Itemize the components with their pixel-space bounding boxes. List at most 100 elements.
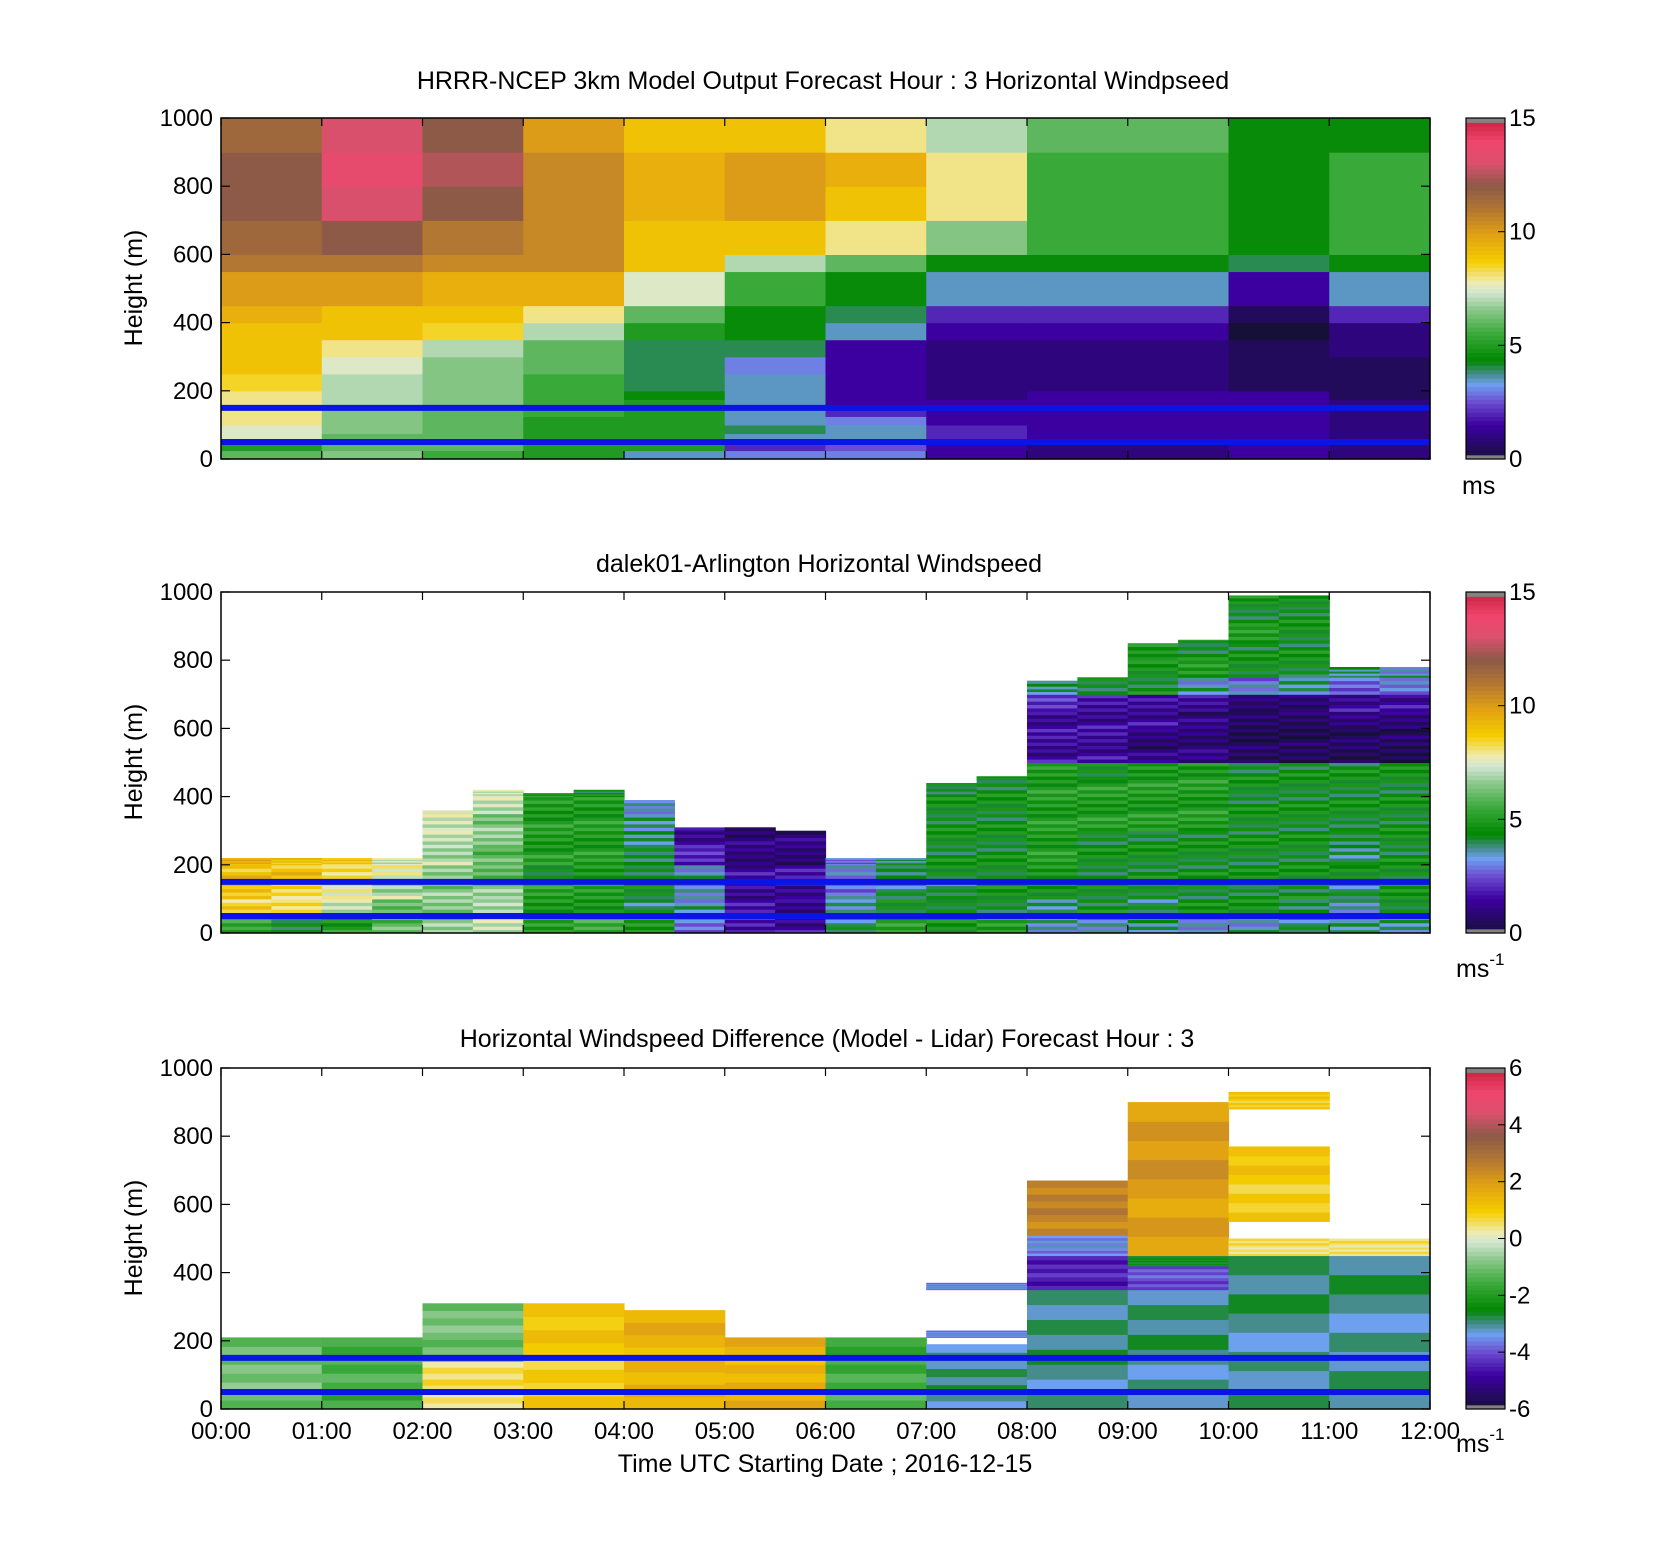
heatmap-cell — [523, 1303, 625, 1318]
heatmap-cell — [1379, 779, 1431, 784]
heatmap-cell — [1178, 673, 1230, 678]
heatmap-cell — [372, 864, 424, 869]
colorbar-segment — [1466, 1076, 1505, 1082]
heatmap-cell — [1228, 759, 1280, 763]
heatmap-cell — [775, 844, 827, 849]
heatmap-cell — [573, 827, 625, 832]
heatmap-cell — [1027, 1214, 1129, 1222]
heatmap-cell — [1228, 1174, 1330, 1185]
colorbar-segment — [1466, 1357, 1505, 1363]
heatmap-cell — [1329, 1242, 1431, 1246]
heatmap-cell — [422, 433, 524, 443]
heatmap-cell — [422, 1310, 524, 1319]
heatmap-cell — [926, 1360, 1028, 1370]
heatmap-cell — [1077, 745, 1129, 750]
heatmap-cell — [1077, 721, 1129, 726]
colorbar-segment — [1466, 1068, 1505, 1073]
heatmap-cell — [1027, 762, 1078, 767]
heatmap-cell — [825, 1382, 927, 1392]
heatmap-cell — [523, 373, 625, 392]
colorbar-segment — [1466, 424, 1505, 430]
heatmap-cell — [1127, 823, 1179, 828]
heatmap-cell — [1127, 854, 1179, 859]
colorbar-segment — [1466, 809, 1505, 815]
heatmap-cell — [926, 1333, 1028, 1336]
heatmap-cell — [724, 840, 776, 845]
heatmap-cell — [926, 926, 978, 931]
heatmap-cell — [674, 828, 726, 830]
heatmap-cell — [523, 844, 575, 849]
heatmap-cell — [775, 857, 827, 862]
heatmap-cell — [624, 254, 726, 273]
heatmap-cell — [523, 305, 625, 324]
heatmap-cell — [1027, 424, 1230, 435]
colorbar-segment — [1466, 907, 1505, 913]
y-tick-label: 600 — [173, 715, 213, 742]
heatmap-cell — [1379, 673, 1431, 676]
heatmap-cell — [1077, 868, 1129, 873]
heatmap-cell — [825, 895, 877, 900]
heatmap-cell — [926, 844, 978, 849]
heatmap-cell — [825, 288, 927, 307]
heatmap-cell — [523, 868, 575, 873]
heatmap-cell — [1178, 738, 1230, 743]
heatmap-cell — [1178, 745, 1230, 750]
heatmap-cell — [573, 885, 625, 890]
heatmap-cell — [1027, 776, 1078, 781]
heatmap-cell — [1077, 684, 1129, 688]
heatmap-cell — [724, 827, 776, 830]
heatmap-cell — [1278, 885, 1330, 890]
heatmap-cell — [1077, 830, 1129, 835]
heatmap-cell — [624, 1322, 726, 1336]
heatmap-cell — [1228, 1244, 1330, 1248]
heatmap-cell — [1228, 742, 1280, 746]
heatmap-cell — [422, 871, 474, 876]
heatmap-cell — [1077, 728, 1129, 733]
heatmap-cell — [1228, 1100, 1330, 1104]
heatmap-cell — [422, 441, 524, 452]
heatmap-cell — [1278, 854, 1330, 859]
heatmap-cell — [976, 888, 1028, 893]
panel-lidar: dalek01-Arlington Horizontal Windspeed 0… — [120, 550, 1536, 983]
colorbar-tick-label: 15 — [1509, 105, 1536, 132]
heatmap-cell — [724, 373, 827, 392]
heatmap-cell — [472, 922, 524, 927]
colorbar-segment — [1466, 758, 1505, 764]
heatmap-cell — [1077, 769, 1129, 774]
heatmap-cell — [1228, 1212, 1330, 1222]
heatmap-cell — [422, 868, 474, 873]
heatmap-cell — [1379, 820, 1431, 825]
heatmap-cell — [1027, 1255, 1129, 1261]
heatmap-cell — [1027, 1281, 1129, 1286]
colorbar-segment — [1466, 1272, 1505, 1278]
heatmap-cell — [523, 834, 575, 839]
heatmap-cell — [724, 929, 776, 934]
heatmap-cell — [976, 827, 1028, 832]
colorbar-segment — [1466, 177, 1505, 183]
colorbar-segment — [1466, 395, 1505, 400]
heatmap-cell — [926, 441, 1028, 452]
heatmap-cell — [775, 922, 827, 927]
heatmap-cell — [976, 868, 1028, 873]
heatmap-cell — [1228, 254, 1330, 273]
heatmap-cell — [1228, 810, 1280, 815]
heatmap-cell — [825, 905, 877, 910]
heatmap-cell — [523, 817, 575, 821]
colorbar-segment — [1466, 1119, 1505, 1125]
heatmap-cell — [1127, 752, 1179, 757]
heatmap-cell — [1278, 844, 1330, 849]
heatmap-cell — [1027, 686, 1078, 690]
heatmap-cell — [1027, 806, 1078, 811]
heatmap-cell — [1077, 864, 1129, 869]
heatmap-cell — [1127, 820, 1179, 825]
heatmap-cell — [1027, 851, 1078, 856]
heatmap-cell — [1127, 697, 1179, 702]
heatmap-cell — [573, 905, 625, 910]
heatmap-cell — [1027, 765, 1078, 770]
heatmap-cell — [1178, 793, 1230, 798]
heatmap-cell — [523, 339, 625, 358]
heatmap-cell — [926, 1287, 1028, 1290]
heatmap-cell — [1178, 660, 1230, 665]
heatmap-cell — [472, 795, 524, 798]
heatmap-cell — [1077, 701, 1129, 706]
